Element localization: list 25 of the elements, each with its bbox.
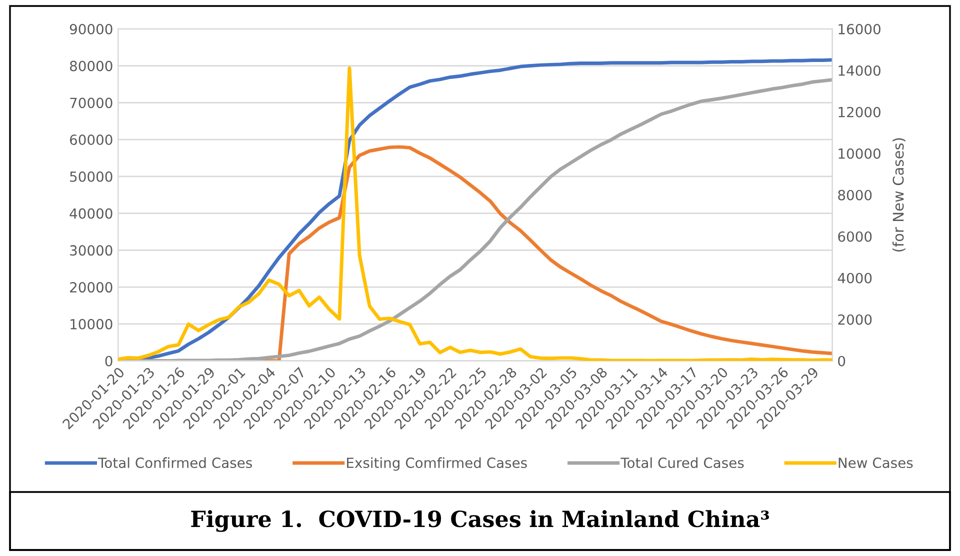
y2-axis-title: (for New Cases) <box>892 138 906 252</box>
y-tick-label: 0 <box>105 356 112 366</box>
y2-tick-label: 14000 <box>838 65 880 76</box>
y-tick-label: 50000 <box>70 171 112 182</box>
y-tick-label: 70000 <box>70 98 112 108</box>
legend-label: New Cases <box>838 458 913 468</box>
y2-tick-label: 6000 <box>838 231 872 242</box>
text: Figure 1. COVID-19 Cases in Mainland China³ <box>191 510 770 532</box>
y-tick-label: 20000 <box>70 282 112 293</box>
y2-tick-label: 10000 <box>838 148 880 159</box>
y-tick-label: 40000 <box>70 208 112 219</box>
y2-tick-label: 0 <box>838 356 846 366</box>
legend-label: Exsiting Comfirmed Cases <box>347 457 527 471</box>
y2-tick-label: 4000 <box>838 272 872 284</box>
y-tick-label: 10000 <box>70 318 112 330</box>
y2-tick-label: 8000 <box>838 190 872 200</box>
legend-label: Total Confirmed Cases <box>98 457 252 468</box>
y2-tick-label: 2000 <box>838 314 872 325</box>
y-tick-label: 60000 <box>70 134 112 146</box>
y-tick-label: 30000 <box>70 245 112 256</box>
y-tick-label: 80000 <box>70 60 112 72</box>
y2-tick-label: 12000 <box>838 106 880 118</box>
legend-label: Total Cured Cases <box>620 457 744 468</box>
y2-tick-label: 16000 <box>838 24 880 34</box>
y-tick-label: 90000 <box>70 24 112 34</box>
